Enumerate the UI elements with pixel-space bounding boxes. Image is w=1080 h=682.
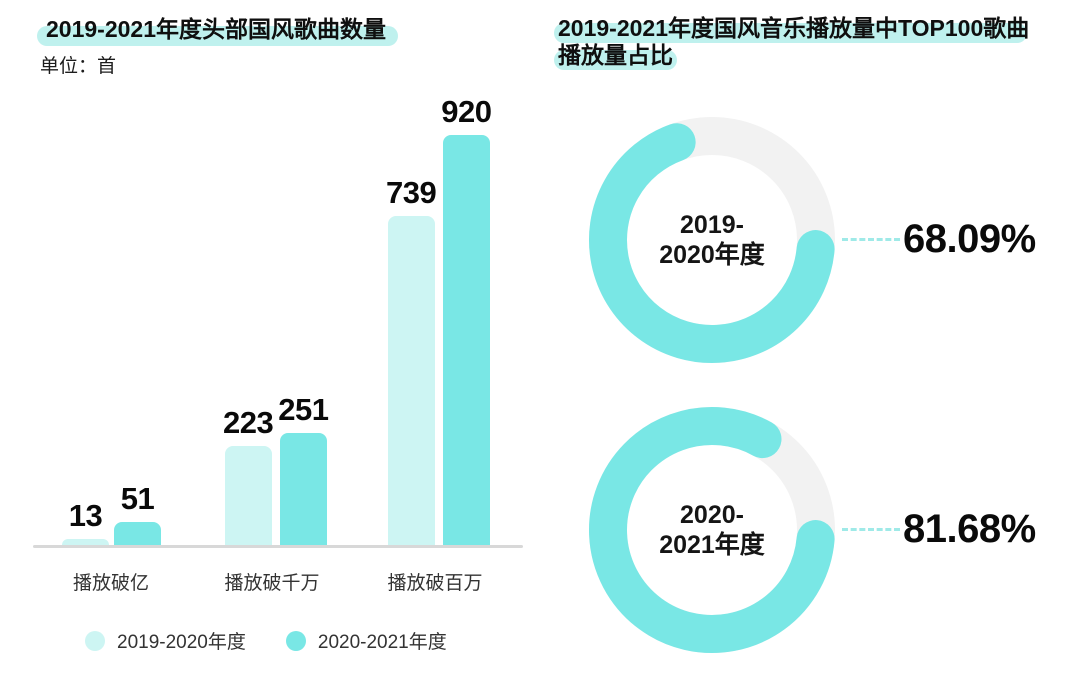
leader-line [842,528,900,531]
donut-center-label-line: 2020年度 [659,241,765,269]
bar [442,135,490,545]
bar [224,446,272,545]
legend-item: 2020-2021年度 [285,627,447,654]
x-axis-label: 播放破百万 [387,573,483,594]
x-axis-label: 播放破亿 [72,573,149,594]
bar-column: 739 [386,175,437,545]
unit-label: 单位：首 [40,56,117,77]
legend-label: 2019-2020年度 [117,632,246,653]
legend-swatch-icon [85,630,105,651]
donut-chart-1: 2019- 2020年度 68.09% [577,105,1036,375]
donut-center-label: 2019- 2020年度 [577,105,847,375]
bar-group-2: 223 251 [223,93,329,545]
title-highlight [554,23,1027,43]
bar-value-label: 920 [441,94,492,129]
legend-label: 2020-2021年度 [317,632,447,653]
donut-percent-value: 68.09% [903,217,1036,261]
bar [279,433,327,545]
donut-ring [589,117,835,363]
leader-line [842,238,900,241]
donut-center-label: 2020- 2021年度 [577,395,847,665]
bar [387,216,435,545]
donut-center-label-line: 2019- [680,211,744,239]
title-highlight [554,50,677,70]
x-axis-label: 播放破千万 [224,573,320,594]
title-highlight [37,26,398,46]
bar-column: 13 [62,498,109,545]
bar-chart: 13 51 223 251 739 920 [33,93,523,548]
bar-column: 251 [278,392,329,545]
bar-chart-title: 2019-2021年度头部国风歌曲数量 [46,16,386,42]
bar-value-label: 13 [68,498,103,533]
bar-column: 51 [114,481,161,545]
bar-column: 920 [441,94,492,545]
bar-value-label: 51 [120,481,155,516]
bar-group-3: 739 920 [386,93,492,545]
bar [114,522,161,545]
legend-swatch-icon [285,630,306,651]
x-axis-line [33,545,523,548]
bar-value-label: 251 [278,392,329,427]
bar-group-1: 13 51 [62,93,161,545]
donut-chart-title-line2: 播放量占比 [558,42,673,68]
bar-column: 223 [223,405,274,545]
bar-value-label: 223 [223,405,274,440]
legend: 2019-2020年度 2020-2021年度 [85,627,447,654]
donut-chart-2: 2020- 2021年度 81.68% [577,395,1036,665]
donut-center-label-line: 2021年度 [659,531,765,559]
donut-center-label-line: 2020- [680,501,744,529]
donut-percent-value: 81.68% [903,507,1036,551]
bar [62,539,109,545]
donut-chart-title-line1: 2019-2021年度国风音乐播放量中TOP100歌曲 [558,15,1030,41]
bar-value-label: 739 [386,175,437,210]
donut-arc [589,407,835,653]
legend-item: 2019-2020年度 [85,627,246,654]
donut-arc [589,123,835,363]
donut-ring [589,407,835,653]
